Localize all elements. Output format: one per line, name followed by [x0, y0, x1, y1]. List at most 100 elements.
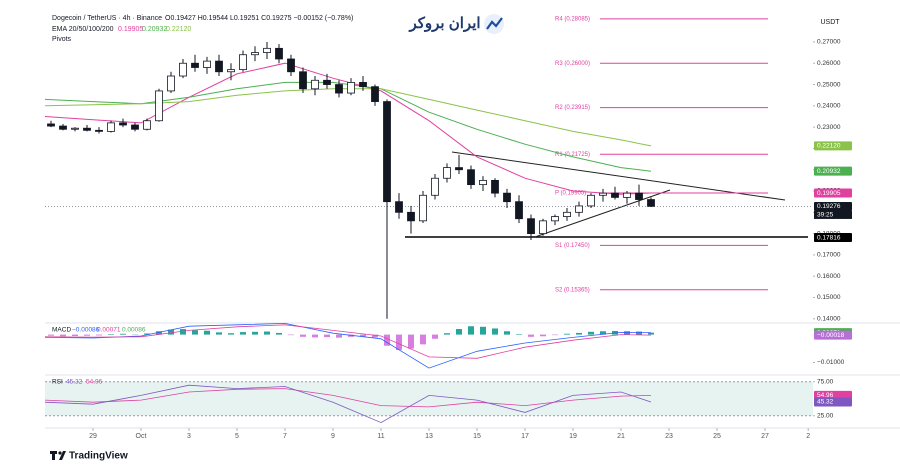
candle-body: [168, 76, 175, 91]
y-tick-label: 0.24000: [817, 103, 841, 110]
macd-bar: [120, 334, 126, 335]
price-tag-label: 0.20932: [817, 168, 841, 175]
logo: ایران بروکر: [408, 14, 504, 34]
candle-body: [288, 59, 295, 72]
currency: USDT: [820, 19, 840, 26]
ema-label: EMA 20/50/100/200: [52, 26, 114, 33]
y-tick-label: 0.15000: [817, 294, 841, 301]
x-tick-label: 7: [283, 433, 287, 440]
y-tick-label: 0.16000: [817, 273, 841, 280]
logo-text: ایران بروکر: [408, 15, 480, 32]
candle-body: [180, 63, 187, 76]
macd-bar: [48, 335, 54, 336]
macd-bar: [468, 326, 474, 334]
x-tick-label: 11: [377, 433, 384, 440]
x-tick-label: 23: [665, 433, 673, 440]
x-tick-label: 5: [235, 433, 239, 440]
y-tick-label: −0.01000: [817, 359, 845, 366]
logo-part: [58, 451, 61, 454]
candle-body: [444, 168, 451, 179]
macd-bar: [528, 335, 534, 337]
candle-body: [216, 61, 223, 72]
y-tick-label: 0.27000: [817, 39, 841, 46]
candle-body: [432, 178, 439, 195]
pivot-label: R2 (0.23915): [555, 105, 590, 111]
y-tick-label: 0.14000: [817, 316, 841, 323]
rsi-label: RSI: [52, 379, 63, 386]
candle-body: [312, 80, 319, 89]
macd-bar: [72, 335, 78, 336]
y-tick-label: 25.00: [817, 413, 834, 420]
macd-bar: [240, 332, 246, 335]
macd-bar: [624, 331, 630, 334]
macd-bar: [60, 335, 66, 337]
candle-body: [300, 72, 307, 89]
price-tag-label: −0.00018: [817, 332, 845, 339]
x-tick-label: 13: [425, 433, 433, 440]
x-tick-label: 29: [89, 433, 97, 440]
macd-bar: [192, 330, 198, 334]
pivots-label: Pivots: [52, 36, 72, 43]
candle-body: [624, 193, 631, 197]
candle-body: [492, 180, 499, 193]
y-tick-label: 0.17000: [817, 252, 841, 259]
macd-bar: [564, 334, 570, 335]
y-tick-label: 0.23000: [817, 124, 841, 131]
macd-bar: [480, 327, 486, 335]
macd-value: −0.00086: [72, 327, 100, 334]
x-tick-label: 9: [331, 433, 335, 440]
candle-body: [60, 126, 67, 129]
candle-body: [336, 85, 343, 94]
candle-body: [204, 61, 211, 67]
macd-bar: [252, 332, 258, 335]
macd-bar: [540, 335, 546, 337]
candle-body: [612, 193, 619, 197]
ohlc-header: O0.19427 H0.19544 L0.19251 C0.19275 −0.0…: [165, 15, 353, 22]
x-tick-label: 21: [617, 433, 625, 440]
candle-body: [228, 70, 235, 72]
candle-body: [600, 193, 607, 195]
candle-body: [360, 82, 367, 86]
candle-body: [252, 53, 259, 55]
ema-value: 0.19905: [118, 26, 143, 33]
x-tick-label: 17: [521, 433, 529, 440]
macd-bar: [444, 333, 450, 334]
macd-bar: [456, 329, 462, 335]
rsi-value: 54.96: [86, 379, 103, 386]
candle-body: [564, 212, 571, 216]
macd-bar: [96, 335, 102, 336]
macd-bar: [432, 335, 438, 339]
candle-body: [132, 125, 139, 129]
price-tag-label: 0.19276: [817, 203, 841, 210]
ema-value: 0.22120: [166, 26, 191, 33]
x-tick-label: 19: [569, 433, 577, 440]
macd-bar: [516, 334, 522, 335]
x-tick-label: 27: [761, 433, 769, 440]
macd-bar: [408, 335, 414, 349]
candle-body: [192, 63, 199, 67]
candle-body: [396, 202, 403, 213]
macd-bar: [288, 335, 294, 336]
candle-body: [48, 124, 55, 126]
candle-body: [276, 48, 283, 59]
macd-bar: [276, 333, 282, 335]
candle-body: [552, 217, 559, 221]
macd-bar: [108, 334, 114, 335]
candle-body: [540, 221, 547, 234]
macd-bar: [492, 328, 498, 334]
candle-body: [108, 123, 115, 132]
macd-bar: [576, 333, 582, 335]
rsi-value: 45.32: [66, 379, 83, 386]
rsi-band: [45, 382, 813, 416]
candle-body: [240, 55, 247, 70]
price-tag-label: 0.22120: [817, 143, 841, 150]
x-tick-label: 3: [187, 433, 191, 440]
macd-bar: [216, 332, 222, 334]
candle-body: [636, 193, 643, 199]
y-tick-label: 0.25000: [817, 81, 841, 88]
price-tag-label: 0.17816: [817, 234, 841, 241]
ema-value: 0.20932: [142, 26, 167, 33]
pivot-label: R4 (0.28085): [555, 16, 590, 22]
x-tick-label: 25: [713, 433, 721, 440]
